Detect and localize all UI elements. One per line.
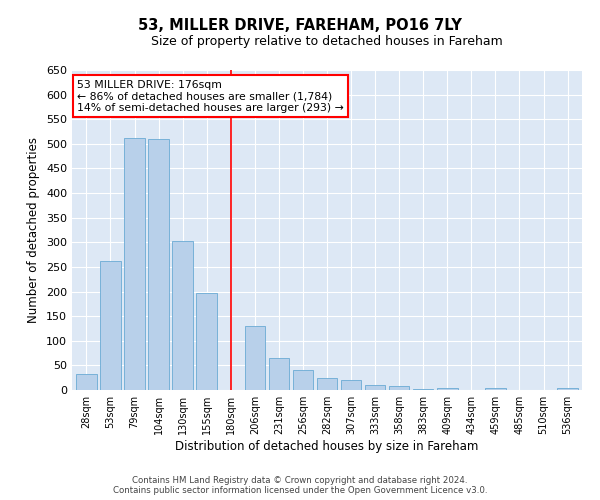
Bar xyxy=(172,242,193,390)
Bar xyxy=(124,138,145,390)
Bar xyxy=(365,385,385,390)
Bar xyxy=(293,370,313,390)
Bar xyxy=(557,388,578,390)
Bar xyxy=(100,260,121,390)
Bar xyxy=(341,380,361,390)
Bar xyxy=(485,388,506,390)
Bar xyxy=(148,139,169,390)
Bar xyxy=(196,293,217,390)
Title: Size of property relative to detached houses in Fareham: Size of property relative to detached ho… xyxy=(151,35,503,48)
Text: 53 MILLER DRIVE: 176sqm
← 86% of detached houses are smaller (1,784)
14% of semi: 53 MILLER DRIVE: 176sqm ← 86% of detache… xyxy=(77,80,344,113)
Y-axis label: Number of detached properties: Number of detached properties xyxy=(28,137,40,323)
Bar xyxy=(413,388,433,390)
Text: 53, MILLER DRIVE, FAREHAM, PO16 7LY: 53, MILLER DRIVE, FAREHAM, PO16 7LY xyxy=(138,18,462,32)
X-axis label: Distribution of detached houses by size in Fareham: Distribution of detached houses by size … xyxy=(175,440,479,453)
Bar xyxy=(317,378,337,390)
Bar xyxy=(389,386,409,390)
Bar xyxy=(245,326,265,390)
Bar xyxy=(76,374,97,390)
Text: Contains HM Land Registry data © Crown copyright and database right 2024.
Contai: Contains HM Land Registry data © Crown c… xyxy=(113,476,487,495)
Bar xyxy=(269,358,289,390)
Bar xyxy=(437,388,458,390)
